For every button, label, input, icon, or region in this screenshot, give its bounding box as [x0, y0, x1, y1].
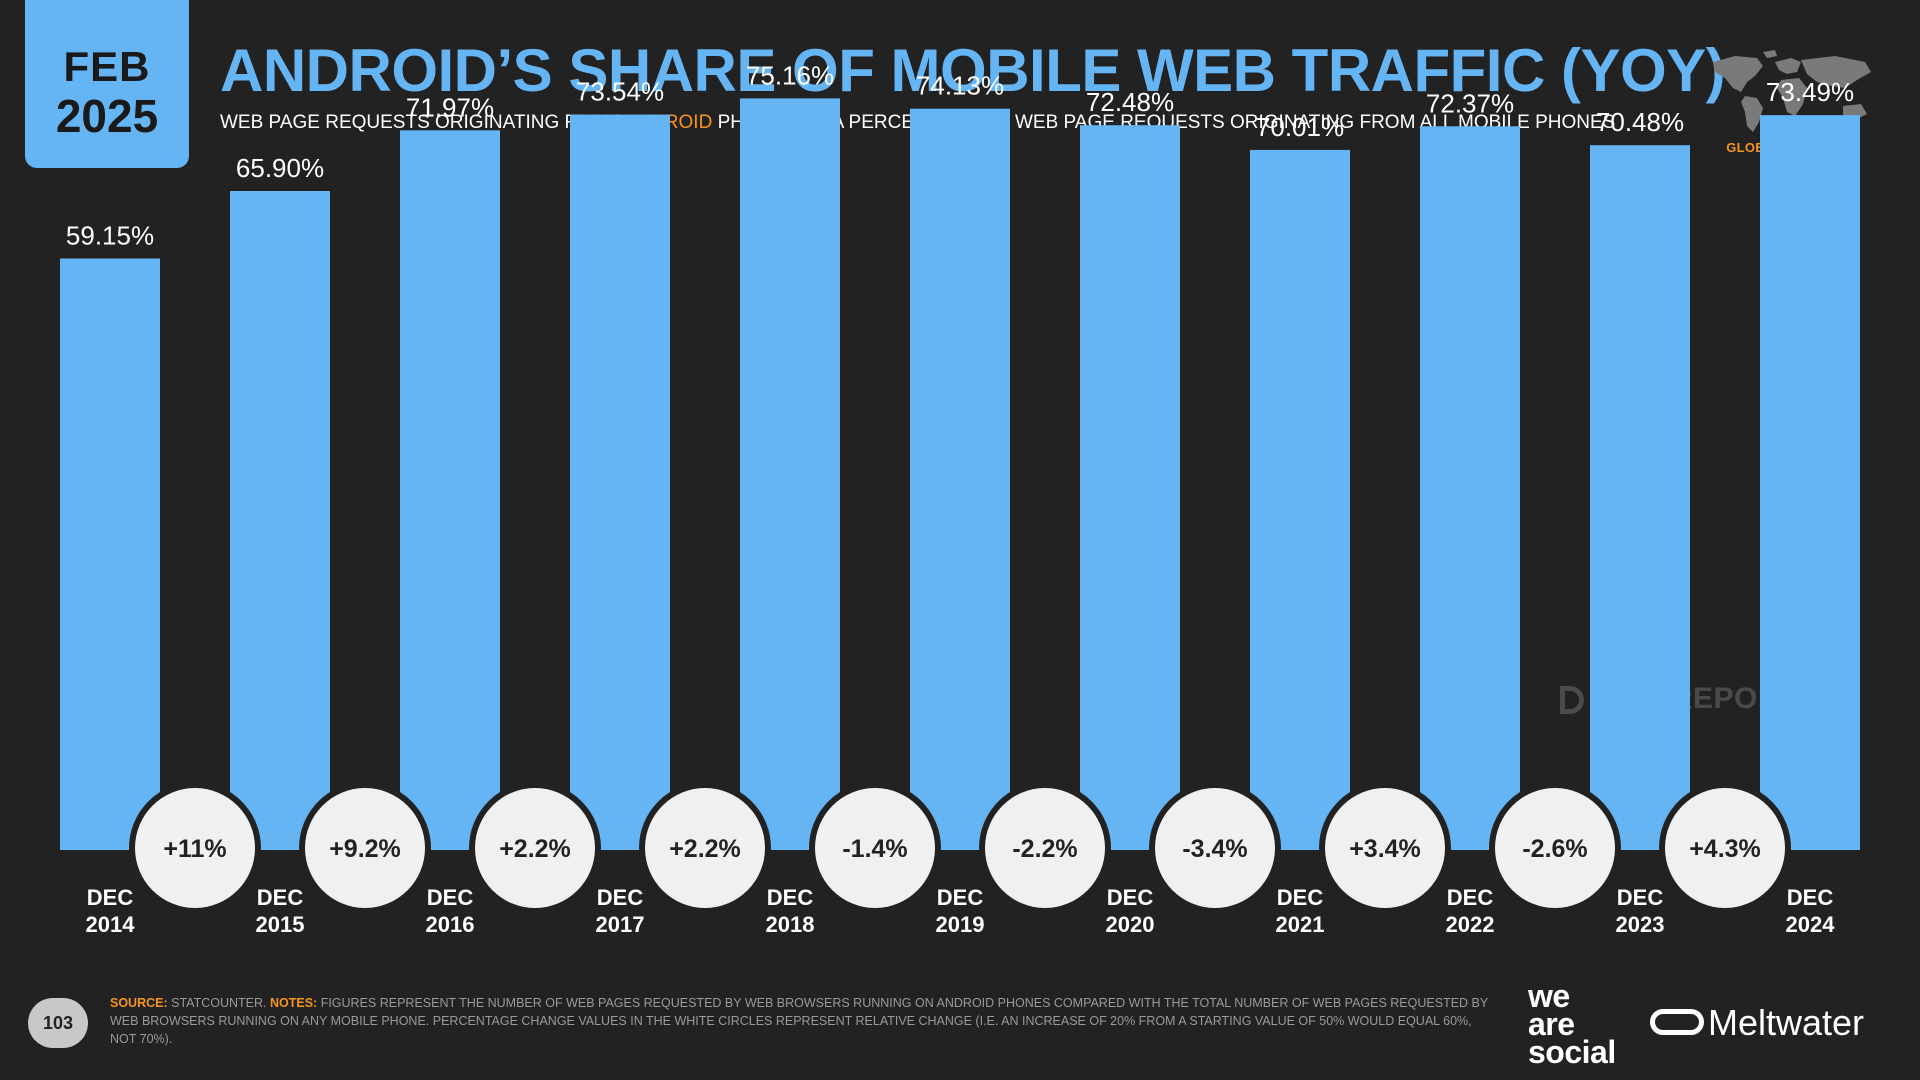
bar-value-label: 70.01%: [1256, 112, 1344, 142]
bar: [910, 108, 1010, 850]
x-tick-label: 2022: [1446, 912, 1495, 937]
change-label: -1.4%: [842, 835, 907, 863]
x-tick-label: 2016: [426, 912, 475, 937]
change-label: +9.2%: [329, 835, 401, 863]
bar: [740, 98, 840, 850]
notes-label: NOTES:: [269, 996, 318, 1010]
bar: [400, 130, 500, 851]
bar-value-label: 72.48%: [1086, 87, 1174, 117]
datareportal-icon: [1560, 686, 1584, 715]
source-text: STATCOUNTER.: [167, 996, 270, 1010]
change-label: +4.3%: [1689, 835, 1761, 863]
meltwater-logo: Meltwater: [1650, 1002, 1864, 1044]
x-tick-label: 2014: [86, 912, 136, 937]
x-tick-label: 2018: [766, 912, 815, 937]
bar: [1080, 125, 1180, 850]
date-badge: FEB 2025: [25, 0, 189, 168]
logo-line-social: social: [1528, 1034, 1616, 1070]
change-label: -2.2%: [1012, 835, 1077, 863]
change-label: +11%: [163, 835, 226, 863]
bar: [1250, 149, 1350, 850]
change-circle: [305, 788, 425, 908]
x-tick-label: DEC: [1787, 885, 1834, 910]
bar-value-label: 73.54%: [576, 77, 664, 107]
change-circle: [135, 788, 255, 908]
bar-value-label: 74.13%: [916, 71, 1004, 101]
change-label: -2.6%: [1522, 835, 1587, 863]
change-circle: [1495, 788, 1615, 908]
badge-month: FEB: [63, 43, 151, 90]
change-circle: [645, 788, 765, 908]
source-label: SOURCE:: [110, 996, 168, 1010]
x-tick-label: DEC: [257, 885, 304, 910]
bar: [60, 258, 160, 850]
bar-value-label: 75.16%: [746, 60, 834, 90]
change-circle: [1155, 788, 1275, 908]
change-circle: [1325, 788, 1445, 908]
bar: [1420, 126, 1520, 851]
x-tick-label: 2017: [596, 912, 645, 937]
page-title: ANDROID’S SHARE OF MOBILE WEB TRAFFIC (Y…: [220, 37, 1726, 104]
x-tick-label: 2019: [936, 912, 985, 937]
x-tick-label: 2020: [1106, 912, 1155, 937]
change-circle: [475, 788, 595, 908]
x-tick-label: DEC: [427, 885, 474, 910]
world-map-icon: [1713, 50, 1871, 132]
bar-value-label: 71.97%: [406, 92, 494, 122]
change-circle: [985, 788, 1105, 908]
badge-year: 2025: [55, 90, 159, 142]
change-circle: [1665, 788, 1785, 908]
we-are-social-logo: we are social: [1528, 978, 1616, 1070]
bar: [230, 191, 330, 850]
change-label: -3.4%: [1182, 835, 1247, 863]
x-tick-label: DEC: [767, 885, 814, 910]
x-tick-label: 2015: [256, 912, 305, 937]
notes-text: FIGURES REPRESENT THE NUMBER OF WEB PAGE…: [110, 996, 1488, 1046]
meltwater-text: Meltwater: [1708, 1002, 1865, 1043]
x-tick-label: DEC: [87, 885, 134, 910]
bar: [1590, 145, 1690, 850]
bar: [1760, 115, 1860, 851]
change-label: +2.2%: [499, 835, 571, 863]
change-label: +2.2%: [669, 835, 741, 863]
x-tick-label: DEC: [1447, 885, 1494, 910]
bar-value-label: 70.48%: [1596, 107, 1684, 137]
x-tick-label: DEC: [1277, 885, 1324, 910]
x-tick-label: DEC: [937, 885, 984, 910]
page-number: 103: [28, 998, 88, 1048]
footnote: SOURCE: STATCOUNTER. NOTES: FIGURES REPR…: [110, 994, 1490, 1048]
subtitle-text-start: WEB PAGE REQUESTS ORIGINATING FROM: [220, 112, 625, 133]
x-tick-label: 2021: [1276, 912, 1325, 937]
meltwater-icon: [1650, 1009, 1704, 1036]
bar-value-label: 65.90%: [236, 153, 324, 183]
x-tick-label: DEC: [597, 885, 644, 910]
bar-value-label: 73.49%: [1766, 77, 1854, 107]
bar-value-label: 59.15%: [66, 221, 154, 251]
logo-line-we: we: [1528, 978, 1570, 1014]
x-tick-label: DEC: [1617, 885, 1664, 910]
x-tick-label: DEC: [1107, 885, 1154, 910]
change-label: +3.4%: [1349, 835, 1421, 863]
bar-value-label: 72.37%: [1426, 88, 1514, 118]
change-circle: [815, 788, 935, 908]
x-tick-label: 2024: [1786, 912, 1836, 937]
logo-line-are: are: [1528, 1006, 1575, 1042]
x-tick-label: 2023: [1616, 912, 1665, 937]
bar: [570, 114, 670, 851]
